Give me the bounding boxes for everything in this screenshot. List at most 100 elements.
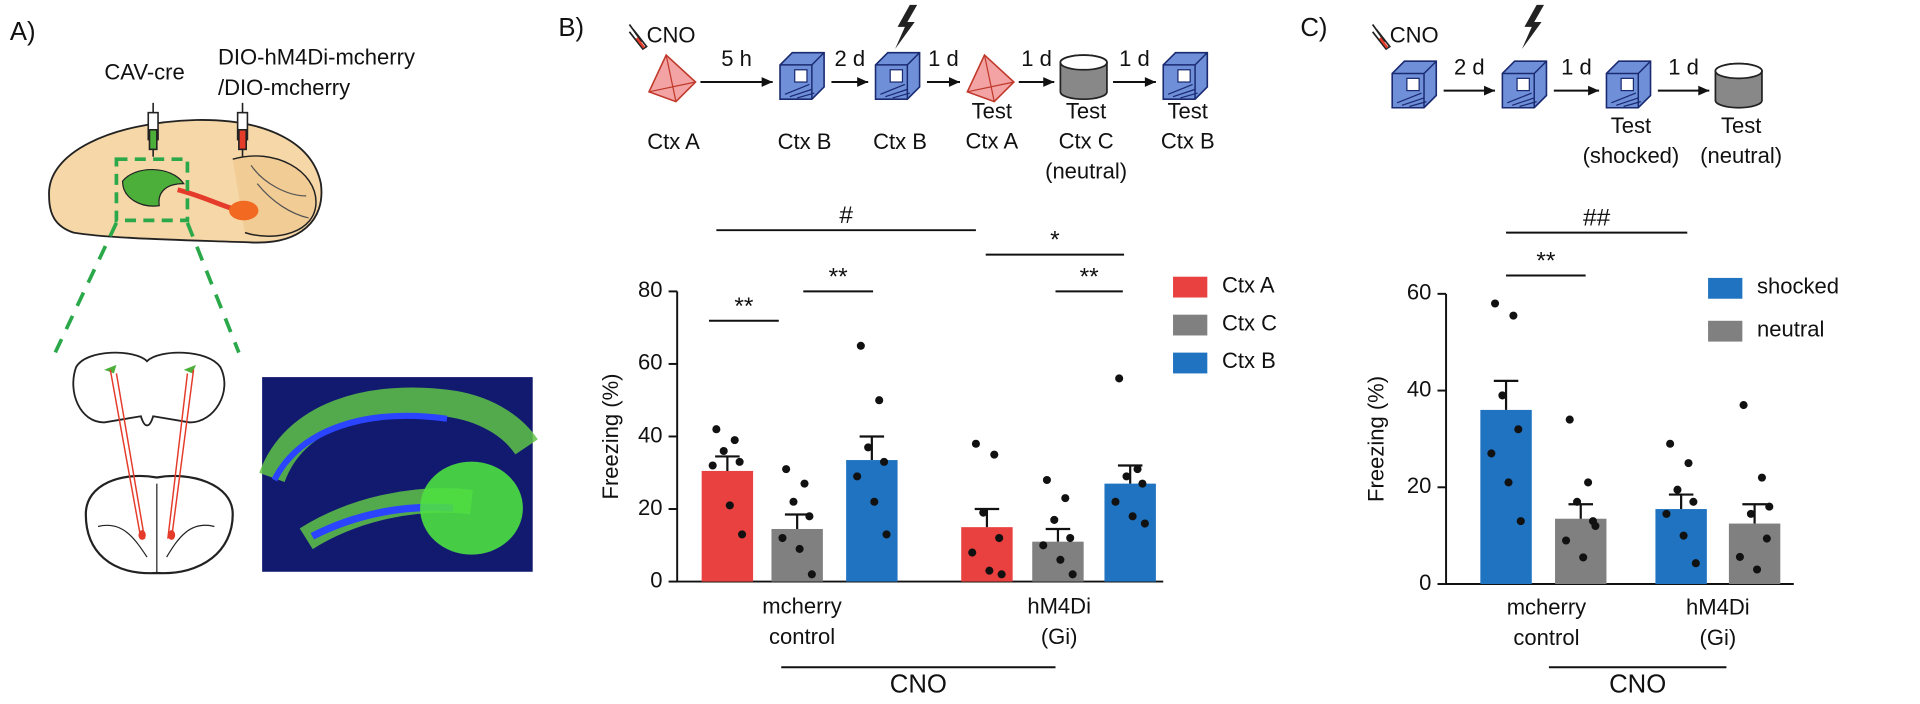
data-point: [1509, 311, 1518, 320]
floor-grid: [784, 83, 815, 99]
data-point: [1746, 509, 1755, 518]
interval-label: 2 d: [1454, 54, 1485, 79]
data-point: [1490, 299, 1500, 308]
data-point: [738, 530, 747, 539]
data-point: [782, 465, 791, 474]
group-label: CNO: [1609, 670, 1666, 698]
y-axis-label: Freezing (%): [598, 373, 623, 499]
bar: [1555, 518, 1607, 585]
bar: [1480, 409, 1532, 585]
panel-label: A): [10, 18, 36, 46]
context-icon: [874, 51, 921, 100]
data-point: [1673, 485, 1682, 494]
data-point: [1140, 519, 1149, 528]
data-point: [778, 533, 787, 543]
data-point: [997, 570, 1006, 579]
pyramid-edge: [648, 54, 696, 102]
step-label: (shocked): [1583, 143, 1680, 168]
context-icon: [1059, 54, 1108, 101]
y-tick-label: 60: [1407, 280, 1432, 305]
error-bar: [1568, 503, 1593, 519]
cube-window: [1406, 77, 1420, 92]
data-point: [1679, 531, 1688, 540]
step-label: Ctx B: [873, 129, 927, 154]
drug-label: CNO: [1390, 23, 1439, 48]
bar: [1104, 483, 1156, 582]
data-point: [1128, 512, 1137, 521]
data-point: [1115, 374, 1124, 383]
syringe-fill: [635, 37, 646, 49]
arrow-head: [1484, 85, 1496, 96]
x-tick-label: hM4Di (Gi): [1027, 593, 1091, 649]
legend-label: Ctx B: [1222, 348, 1276, 373]
virus-label: CAV-cre: [104, 59, 184, 84]
significance-label: *: [1050, 227, 1060, 254]
y-tick-label: 60: [638, 350, 663, 375]
data-point: [725, 501, 734, 510]
context-icon: [779, 51, 825, 100]
floor-grid: [1167, 83, 1198, 99]
data-point: [1138, 479, 1147, 488]
context-icon: [1391, 60, 1438, 109]
floor-grid: [1396, 92, 1427, 108]
data-point: [1050, 515, 1059, 524]
data-point: [1684, 459, 1693, 468]
cylinder-body: [1714, 71, 1763, 109]
panel-label: B): [558, 14, 584, 42]
step-label: (neutral): [1700, 143, 1782, 168]
syringe-icon: [1371, 23, 1391, 51]
significance-label: ##: [1583, 205, 1611, 232]
arrow-head: [1043, 77, 1055, 87]
shock-icon: [1521, 4, 1545, 49]
legend-label: Ctx C: [1222, 310, 1277, 335]
y-tick-label: 0: [1419, 570, 1431, 595]
data-point: [1504, 478, 1513, 487]
syringe-icon: [628, 23, 648, 51]
arrow-head: [1144, 77, 1156, 87]
data-point: [1133, 465, 1142, 474]
significance-label: **: [734, 293, 754, 320]
pyramid: [966, 53, 1016, 103]
interval-label: 2 d: [835, 46, 866, 71]
step-label: Ctx B: [1161, 128, 1215, 153]
data-point: [1042, 475, 1051, 485]
data-point: [1689, 497, 1698, 506]
floor-grid: [1611, 92, 1641, 108]
cylinder-body: [1059, 62, 1108, 101]
step-label: (neutral): [1045, 158, 1127, 183]
step-label: Ctx C: [1059, 128, 1114, 153]
arrow-head: [948, 77, 960, 87]
cube-window: [794, 69, 808, 83]
data-point: [979, 508, 988, 517]
floor-grid: [1507, 92, 1537, 108]
data-point: [1056, 555, 1065, 564]
step-label: Test: [1066, 98, 1106, 123]
syringe-fill: [1378, 37, 1389, 49]
interval-label: 1 d: [928, 46, 959, 71]
legend-swatch: [1173, 352, 1208, 374]
data-point: [1757, 473, 1766, 482]
y-tick-label: 20: [638, 495, 663, 520]
data-point: [1662, 509, 1671, 518]
data-point: [1111, 497, 1120, 506]
data-point: [870, 497, 879, 506]
y-tick-label: 0: [650, 567, 662, 592]
group-label: CNO: [890, 670, 947, 698]
data-point: [882, 530, 891, 539]
data-point: [1122, 472, 1131, 481]
significance-label: **: [1080, 263, 1100, 290]
y-tick-label: 20: [1407, 473, 1432, 498]
cylinder-top: [1714, 62, 1763, 80]
bar: [846, 460, 898, 582]
data-point: [1039, 541, 1048, 550]
data-point: [712, 425, 721, 434]
context-icon: [1162, 51, 1209, 100]
cube-window: [1516, 77, 1530, 92]
data-point: [1573, 497, 1582, 506]
error-bar: [1045, 527, 1071, 542]
legend-swatch: [1708, 277, 1743, 299]
arrow-head: [857, 77, 869, 87]
x-tick-label: mcherry control: [1507, 594, 1587, 650]
data-point: [1498, 391, 1507, 400]
cube-window: [1620, 77, 1635, 92]
